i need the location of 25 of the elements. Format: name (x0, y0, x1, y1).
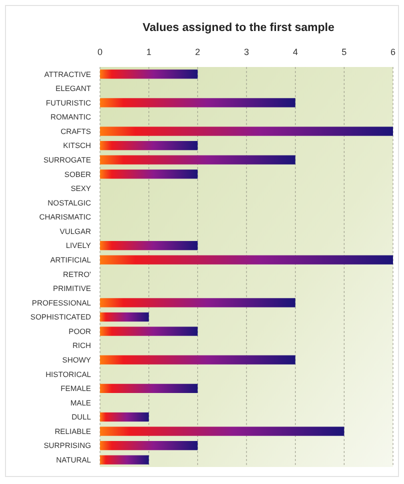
bar (100, 141, 198, 150)
bar (100, 455, 149, 464)
bar (100, 98, 296, 108)
x-tick-label: 3 (244, 47, 250, 57)
bar (100, 155, 296, 164)
chart-title: Values assigned to the first sample (142, 22, 334, 34)
bar (100, 355, 296, 364)
bar (100, 70, 198, 79)
x-tick-label: 4 (292, 47, 298, 57)
x-tick-label: 1 (146, 47, 152, 57)
bar (100, 441, 198, 450)
bar (100, 384, 198, 393)
bar (100, 426, 344, 436)
bar (100, 312, 149, 322)
bar (100, 298, 296, 308)
bar (100, 126, 393, 136)
x-tick-label: 2 (195, 47, 200, 57)
bar (100, 170, 198, 179)
bar (100, 326, 198, 336)
x-tick-label: 5 (342, 47, 347, 57)
x-tick-label: 6 (390, 47, 396, 57)
bar (100, 241, 198, 250)
bar (100, 412, 149, 422)
x-tick-label: 0 (97, 47, 103, 57)
bar (100, 255, 393, 264)
